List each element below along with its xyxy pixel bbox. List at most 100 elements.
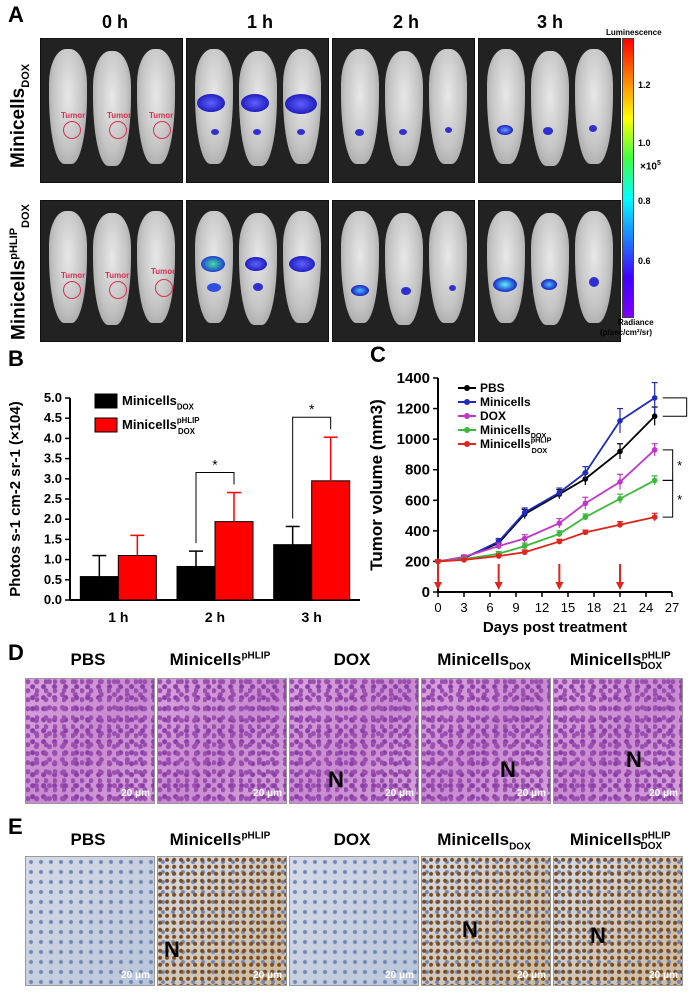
legend-label: MinicellspHLIP DOX <box>480 436 552 455</box>
data-point <box>435 558 441 565</box>
x-tick-label: 3 <box>460 600 467 615</box>
data-point <box>582 529 589 536</box>
legend-swatch <box>94 393 118 409</box>
histology-image: 20 μm N <box>289 678 419 804</box>
y-tick-label: 3.5 <box>44 451 62 466</box>
panel-a-label: A <box>8 2 24 27</box>
injection-arrowhead <box>616 582 624 590</box>
data-point <box>521 549 528 556</box>
colorbar-tick: 1.2 <box>638 80 651 90</box>
histology-image: 20 μm N <box>553 856 683 986</box>
y-tick-label: 0.0 <box>44 592 62 607</box>
x-axis-label: Days post treatment <box>483 619 627 636</box>
imaging-panel-phlip-0h: Tumor Tumor Tumor <box>40 200 183 342</box>
tumor-label: Tumor <box>105 271 130 280</box>
x-tick-label: 18 <box>587 600 601 615</box>
injection-arrowhead <box>434 582 442 590</box>
injection-arrowhead <box>494 582 503 590</box>
x-tick-label: 27 <box>665 600 679 615</box>
necrosis-marker: N <box>164 937 180 962</box>
histology-image: 20 μm <box>25 678 155 804</box>
tumor-label: Tumor <box>61 111 86 120</box>
histology-header: MinicellspHLIP <box>169 650 271 669</box>
significance-bracket <box>195 472 235 544</box>
histology-header: PBS <box>70 830 106 849</box>
scale-bar-label: 20 μm <box>649 788 678 799</box>
imaging-panel-phlip-2h <box>332 200 475 342</box>
timepoint-1h: 1 h <box>246 12 273 32</box>
timepoint-2h: 2 h <box>392 12 419 32</box>
scale-bar-label: 20 μm <box>385 788 414 799</box>
x-tick-label: 12 <box>535 600 549 615</box>
series-line <box>437 449 656 563</box>
bar <box>273 544 313 601</box>
x-tick-label: 6 <box>486 600 493 615</box>
y-tick-label: 5.0 <box>44 390 62 405</box>
imaging-panel-dox-2h <box>332 38 475 183</box>
panel-d-label: D <box>8 640 24 665</box>
bar <box>311 480 351 601</box>
row-label-minicells-dox: MinicellsDOX <box>8 63 32 168</box>
panel-b-label: B <box>8 346 24 371</box>
legend-marker <box>464 385 470 391</box>
y-tick-label: 0.5 <box>44 572 62 587</box>
legend-label: PBS <box>480 381 505 395</box>
tumor-label: Tumor <box>61 271 86 280</box>
x-tick-label: 3 h <box>302 609 322 625</box>
x-tick-label: 15 <box>561 600 575 615</box>
scale-bar-label: 20 μm <box>649 970 678 981</box>
panel-c-label: C <box>370 342 386 367</box>
legend-marker <box>464 427 470 433</box>
scale-bar-label: 20 μm <box>517 788 546 799</box>
y-axis-label: Tumor volume (mm3) <box>367 399 386 571</box>
tumor-label: Tumor <box>151 267 176 276</box>
data-point <box>651 413 658 420</box>
histology-header: MinicellspHLIPDOX <box>569 830 671 853</box>
data-point <box>521 509 528 516</box>
colorbar-title: Luminescence <box>606 28 662 37</box>
colorbar <box>622 38 634 318</box>
significance-bracket <box>662 479 674 518</box>
data-point <box>617 418 623 424</box>
bar <box>117 555 157 601</box>
x-tick-label: 9 <box>512 600 519 615</box>
data-point <box>556 538 563 545</box>
histology-header: DOX <box>333 650 371 669</box>
bar-chart-b: 0.0 0.5 1.0 1.5 2.0 2.5 3.0 3.5 4.0 4.5 5.0 1 h 2 h *… <box>7 390 360 625</box>
legend-label: MinicellsDOX <box>480 423 546 440</box>
legend-label: MinicellspHLIP DOX <box>122 416 199 436</box>
data-point <box>617 479 623 485</box>
histology-header: PBS <box>70 650 106 669</box>
legend-marker <box>464 441 470 447</box>
imaging-panel-dox-3h <box>478 38 621 183</box>
necrosis-marker: N <box>462 917 478 942</box>
data-point <box>651 514 658 520</box>
necrosis-marker: N <box>328 767 344 792</box>
data-point <box>461 557 467 563</box>
legend-label: Minicells <box>480 395 531 409</box>
histology-header: MinicellsDOX <box>437 650 531 673</box>
scale-bar-label: 20 μm <box>385 970 414 981</box>
y-axis-label: Photos s-1 cm-2 sr-1 (×104) <box>7 401 24 597</box>
y-tick-label: 1.0 <box>44 552 62 567</box>
y-tick-label: 2.5 <box>44 491 62 506</box>
necrosis-marker: N <box>626 747 642 772</box>
series-line <box>437 516 655 563</box>
injection-arrowhead <box>555 582 564 590</box>
significance-star: * <box>212 457 218 473</box>
y-tick-label: 4.0 <box>44 430 62 445</box>
legend-marker <box>464 413 470 419</box>
data-point <box>617 521 623 528</box>
y-tick-label: 1000 <box>397 431 430 448</box>
y-tick-label: 600 <box>405 492 430 509</box>
data-point <box>582 500 589 507</box>
y-tick-label: 4.5 <box>44 410 62 425</box>
bar <box>214 521 254 601</box>
data-point <box>556 531 563 537</box>
data-point <box>582 469 589 476</box>
significance-bracket <box>662 397 688 417</box>
y-tick-label: 1.5 <box>44 531 62 546</box>
y-tick-label: 3.0 <box>44 471 62 486</box>
significance-bracket <box>292 416 332 519</box>
y-tick-label: 800 <box>405 462 430 479</box>
